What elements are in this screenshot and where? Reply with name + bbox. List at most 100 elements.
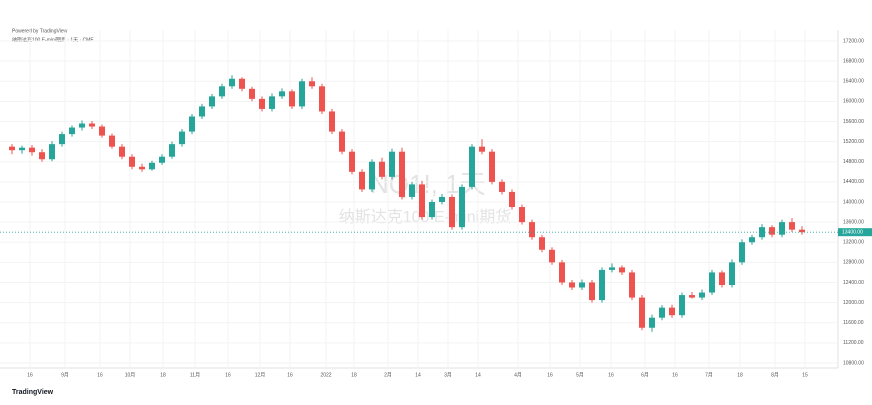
candle-body bbox=[249, 88, 255, 99]
x-tick-label: 5月 bbox=[576, 372, 584, 378]
x-tick-label: 14 bbox=[475, 372, 481, 378]
candle-body bbox=[529, 222, 535, 238]
last-price-tag bbox=[838, 228, 872, 237]
candle-body bbox=[129, 156, 135, 167]
x-tick-label: 16 bbox=[27, 372, 33, 378]
candle-body bbox=[169, 144, 175, 157]
candle-body bbox=[29, 147, 35, 153]
candle-body bbox=[49, 144, 55, 160]
y-tick-label: 13600.00 bbox=[843, 219, 864, 225]
x-tick-label: 14 bbox=[415, 372, 421, 378]
x-tick-label: 18 bbox=[351, 372, 357, 378]
candle-body bbox=[319, 86, 325, 112]
x-tick-label: 9月 bbox=[61, 372, 69, 378]
candle-body bbox=[179, 131, 185, 145]
candle-body bbox=[99, 126, 105, 136]
candle-body bbox=[79, 123, 85, 128]
x-tick-label: 2月 bbox=[384, 372, 392, 378]
candle-body bbox=[139, 166, 145, 170]
x-tick-label: 11月 bbox=[190, 372, 200, 378]
candle-body bbox=[19, 147, 25, 151]
candle-body bbox=[299, 81, 305, 107]
legend: 纳斯达克100 E-mini期货 · 1天 · CME bbox=[12, 36, 94, 43]
candle-body bbox=[519, 207, 525, 223]
candle-body bbox=[109, 135, 115, 147]
candle-body bbox=[589, 282, 595, 301]
candle-body bbox=[699, 292, 705, 298]
candle-body bbox=[689, 295, 695, 298]
y-tick-label: 15200.00 bbox=[843, 139, 864, 145]
last-price-label: 13400.00 bbox=[842, 230, 863, 236]
candle-body bbox=[729, 262, 735, 285]
candle-body bbox=[429, 202, 435, 218]
candle-body bbox=[399, 151, 405, 197]
x-tick-label: 16 bbox=[672, 372, 678, 378]
candle-body bbox=[329, 111, 335, 132]
x-tick-label: 7月 bbox=[705, 372, 713, 378]
candle-body bbox=[749, 237, 755, 243]
attribution: Powered by TradingView bbox=[12, 28, 68, 34]
candle-body bbox=[619, 267, 625, 273]
y-tick-label: 14800.00 bbox=[843, 159, 864, 165]
candle-body bbox=[279, 91, 285, 97]
candle-body bbox=[489, 151, 495, 182]
candle-body bbox=[159, 156, 165, 163]
candle-body bbox=[309, 81, 315, 87]
y-tick-label: 17200.00 bbox=[843, 38, 864, 44]
candle-body bbox=[239, 78, 245, 89]
candle-body bbox=[769, 227, 775, 235]
candle-body bbox=[69, 127, 75, 135]
y-tick-label: 10800.00 bbox=[843, 360, 864, 366]
candle-body bbox=[269, 96, 275, 109]
candle-body bbox=[419, 184, 425, 218]
x-tick-label: 6月 bbox=[641, 372, 649, 378]
candle-body bbox=[459, 186, 465, 228]
x-tick-label: 8月 bbox=[771, 372, 779, 378]
candle-body bbox=[649, 317, 655, 328]
candle-body bbox=[379, 161, 385, 177]
y-tick-label: 11200.00 bbox=[843, 340, 864, 346]
candle-body bbox=[609, 267, 615, 270]
candle-body bbox=[509, 191, 515, 208]
candle-body bbox=[789, 222, 795, 230]
candle-body bbox=[59, 134, 65, 145]
y-tick-label: 13200.00 bbox=[843, 240, 864, 246]
x-tick-label: 2022 bbox=[320, 372, 331, 378]
candle-body bbox=[709, 272, 715, 293]
candle-body bbox=[599, 269, 605, 301]
x-tick-label: 15 bbox=[802, 372, 808, 378]
candle-body bbox=[199, 106, 205, 117]
candle-body bbox=[669, 307, 675, 316]
y-tick-label: 16400.00 bbox=[843, 79, 864, 85]
candle-body bbox=[89, 123, 95, 127]
candle-body bbox=[119, 146, 125, 157]
candle-body bbox=[349, 151, 355, 172]
candle-body bbox=[799, 229, 805, 233]
candle-body bbox=[209, 96, 215, 107]
candle-body bbox=[339, 131, 345, 152]
x-tick-label: 16 bbox=[608, 372, 614, 378]
candle-body bbox=[149, 162, 155, 170]
candle-body bbox=[629, 272, 635, 298]
x-tick-label: 12月 bbox=[255, 372, 266, 378]
x-tick-label: 16 bbox=[547, 372, 553, 378]
y-tick-label: 11600.00 bbox=[843, 320, 864, 326]
candle-body bbox=[449, 196, 455, 228]
y-tick-label: 12800.00 bbox=[843, 260, 864, 266]
candle-body bbox=[439, 196, 445, 202]
y-tick-label: 12400.00 bbox=[843, 280, 864, 286]
candle-body bbox=[359, 171, 365, 190]
x-tick-label: 10月 bbox=[125, 372, 136, 378]
x-tick-label: 4月 bbox=[514, 372, 522, 378]
candle-body bbox=[499, 181, 505, 192]
y-tick-label: 14400.00 bbox=[843, 179, 864, 185]
candle-body bbox=[579, 282, 585, 288]
candle-body bbox=[569, 282, 575, 288]
candle-body bbox=[369, 161, 375, 190]
candle-body bbox=[719, 272, 725, 285]
y-tick-label: 15600.00 bbox=[843, 119, 864, 125]
x-tick-label: 16 bbox=[97, 372, 103, 378]
candle-body bbox=[469, 146, 475, 187]
